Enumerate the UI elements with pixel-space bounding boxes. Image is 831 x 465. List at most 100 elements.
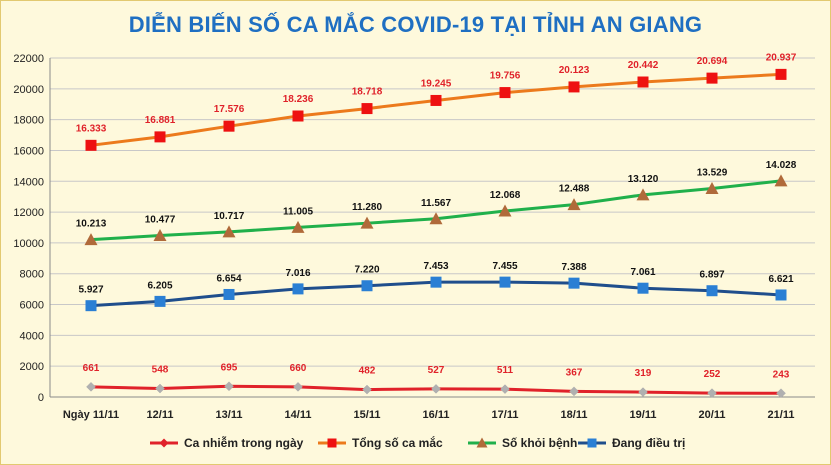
- data-point: [774, 174, 788, 187]
- data-point: [567, 198, 581, 211]
- chart-title: DIỄN BIẾN SỐ CA MẮC COVID-19 TẠI TỈNH AN…: [128, 12, 703, 37]
- data-point: [705, 182, 719, 195]
- data-label: 7.455: [492, 261, 517, 272]
- data-label: 367: [566, 367, 583, 378]
- y-tick-label: 16000: [13, 145, 44, 157]
- y-tick-label: 12000: [13, 207, 44, 219]
- data-point: [637, 282, 649, 294]
- data-label: 10.477: [145, 215, 176, 226]
- data-point: [361, 103, 373, 115]
- data-label: 14.028: [766, 160, 797, 171]
- data-point: [636, 188, 650, 201]
- data-label: 511: [497, 365, 514, 376]
- data-point: [776, 388, 786, 399]
- legend-item: Tổng số ca mắc: [318, 435, 443, 450]
- data-label: 548: [152, 365, 169, 376]
- data-point: [430, 94, 442, 106]
- data-point: [85, 300, 97, 312]
- x-tick-label: 21/11: [768, 409, 795, 421]
- data-point: [638, 387, 648, 397]
- data-point: [362, 384, 372, 395]
- data-label: 527: [428, 365, 445, 376]
- data-label: 12.488: [559, 184, 590, 195]
- data-label: 13.120: [628, 174, 659, 185]
- data-label: 11.005: [283, 206, 313, 217]
- data-point: [775, 289, 787, 301]
- data-label: 18.236: [283, 94, 314, 105]
- x-tick-label: 13/11: [216, 409, 243, 421]
- data-label: 11.280: [352, 202, 382, 213]
- data-label: 319: [635, 368, 652, 379]
- legend-item: Ca nhiễm trong ngày: [150, 435, 304, 450]
- data-label: 16.881: [145, 115, 176, 126]
- data-point: [499, 87, 511, 99]
- data-label: 6.621: [768, 274, 793, 285]
- data-point: [431, 384, 441, 394]
- data-label: 7.453: [423, 261, 448, 272]
- data-label: 17.576: [214, 104, 245, 115]
- x-tick-label: 15/11: [354, 409, 381, 421]
- data-labels: 661 548 695 660 482 527 511 367 319 252 243 16.333 1…: [76, 52, 797, 380]
- series-3: [84, 174, 788, 246]
- data-point: [292, 283, 304, 295]
- data-point: [568, 277, 580, 289]
- data-label: 19.756: [490, 71, 521, 82]
- legend-item: Số khỏi bệnh: [468, 436, 577, 450]
- grid-lines: [50, 57, 815, 398]
- data-label: 482: [359, 366, 376, 377]
- legend-marker: [159, 438, 169, 448]
- x-tick-label: 16/11: [423, 409, 450, 421]
- legend-label: Đang điều trị: [612, 436, 685, 450]
- series-group: [84, 68, 788, 399]
- y-tick-label: 22000: [13, 53, 44, 65]
- data-point: [154, 295, 166, 307]
- data-label: 695: [221, 362, 238, 373]
- x-tick-label: 20/11: [699, 409, 726, 421]
- data-point: [706, 285, 718, 297]
- data-label: 20.123: [559, 65, 590, 76]
- x-tick-label: 18/11: [561, 409, 588, 421]
- data-point: [499, 276, 511, 288]
- data-label: 12.068: [490, 190, 521, 201]
- x-tick-label: 12/11: [147, 409, 174, 421]
- data-point: [361, 280, 373, 292]
- y-tick-label: 10000: [13, 238, 44, 250]
- y-tick-label: 0: [38, 392, 44, 404]
- data-label: 20.442: [628, 60, 659, 71]
- series-4: [85, 276, 787, 312]
- x-axis: Ngày 11/11 12/11 13/11 14/11 15/11 16/11 17/11…: [50, 396, 815, 421]
- data-point: [775, 68, 787, 80]
- data-point: [223, 120, 235, 132]
- legend-marker: [587, 438, 597, 448]
- data-point: [429, 212, 443, 225]
- y-tick-label: 18000: [13, 115, 44, 127]
- data-point: [706, 72, 718, 84]
- data-label: 660: [290, 363, 307, 374]
- legend-marker: [476, 437, 488, 448]
- x-tick-label: Ngày 11/11: [63, 409, 119, 421]
- y-tick-label: 8000: [20, 269, 44, 281]
- data-label: 6.897: [699, 270, 724, 281]
- data-label: 10.717: [214, 211, 245, 222]
- data-label: 11.567: [421, 198, 451, 209]
- y-tick-label: 20000: [13, 84, 44, 96]
- data-point: [707, 388, 717, 398]
- data-point: [222, 225, 236, 238]
- legend-label: Ca nhiễm trong ngày: [184, 435, 304, 450]
- data-label: 7.388: [561, 262, 586, 273]
- x-tick-label: 17/11: [492, 409, 519, 421]
- data-label: 10.213: [76, 219, 107, 230]
- data-point: [292, 110, 304, 122]
- data-point: [569, 386, 579, 397]
- data-point: [223, 288, 235, 300]
- data-point: [498, 204, 512, 217]
- data-label: 20.694: [697, 56, 728, 67]
- data-point: [224, 381, 234, 392]
- data-point: [360, 216, 374, 229]
- data-label: 5.927: [78, 285, 103, 296]
- data-point: [291, 220, 305, 233]
- y-tick-label: 6000: [20, 300, 44, 312]
- y-tick-label: 14000: [13, 176, 44, 188]
- y-tick-label: 4000: [20, 330, 44, 342]
